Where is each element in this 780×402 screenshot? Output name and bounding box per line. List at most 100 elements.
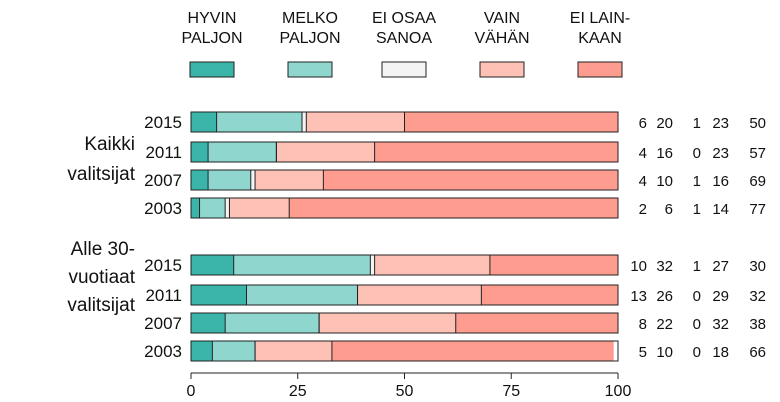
bar-segment (306, 112, 405, 132)
value-label: 32 (712, 316, 729, 333)
value-label: 23 (712, 145, 729, 162)
value-label: 4 (639, 173, 647, 190)
bar-segment (289, 198, 618, 218)
bar-segment (357, 285, 482, 305)
bar-outline (190, 169, 619, 191)
bar-segment (481, 285, 618, 305)
value-label: 26 (656, 288, 673, 305)
group-label: valitsijat (67, 295, 135, 316)
bar-segment (233, 255, 371, 275)
bar-segment (404, 112, 618, 132)
bar-segment (370, 255, 375, 275)
bar-segment (489, 255, 618, 275)
bar-segment (191, 198, 200, 218)
value-label: 29 (712, 288, 729, 305)
value-label: 16 (712, 173, 729, 190)
value-label: 1 (693, 201, 701, 218)
x-tick-label: 75 (502, 383, 520, 400)
x-tick-label: 0 (187, 383, 196, 400)
value-label: 0 (693, 145, 701, 162)
legend-label: VAIN (484, 10, 520, 27)
bar-segment (255, 341, 332, 361)
bar-outline (190, 284, 619, 306)
year-label: 2003 (144, 199, 182, 218)
legend-swatch (479, 61, 525, 78)
value-label: 50 (749, 115, 766, 132)
legend-label: EI LAIN- (570, 10, 630, 27)
bar-segment (319, 313, 456, 333)
legend-swatch (189, 61, 235, 78)
year-label: 2007 (144, 314, 182, 333)
value-label: 2 (639, 201, 647, 218)
value-label: 1 (693, 115, 701, 132)
value-label: 30 (749, 258, 766, 275)
legend-swatch (577, 61, 623, 78)
bar-segment (191, 285, 247, 305)
value-label: 32 (749, 288, 766, 305)
value-label: 0 (693, 344, 701, 361)
bar-segment (191, 313, 226, 333)
bar-segment (302, 112, 307, 132)
bar-segment (374, 142, 618, 162)
bar-segment (191, 170, 209, 190)
group-label: Alle 30- (71, 239, 135, 260)
value-label: 23 (712, 115, 729, 132)
value-label: 0 (693, 316, 701, 333)
bar-segment (255, 170, 324, 190)
value-label: 1 (693, 258, 701, 275)
bar-segment (225, 313, 320, 333)
bar-segment (250, 170, 256, 190)
value-label: 8 (639, 316, 647, 333)
bar-segment (323, 170, 618, 190)
group-label: vuotiaat (68, 267, 135, 288)
x-tick-label: 50 (396, 383, 414, 400)
bar-segment (246, 285, 358, 305)
bar-segment (276, 142, 375, 162)
legend-label: SANOA (376, 30, 432, 47)
value-label: 66 (749, 344, 766, 361)
value-label: 4 (639, 145, 647, 162)
value-label: 10 (630, 258, 647, 275)
bar-segment (374, 255, 490, 275)
legend-swatch (381, 61, 427, 78)
bar-segment (212, 341, 256, 361)
bar-outline (190, 312, 619, 334)
value-label: 1 (693, 173, 701, 190)
value-label: 38 (749, 316, 766, 333)
legend-label: KAAN (578, 30, 622, 47)
legend-label: EI OSAA (372, 10, 436, 27)
year-label: 2003 (144, 342, 182, 361)
bar-segment (455, 313, 618, 333)
bar-segment (191, 255, 234, 275)
value-label: 69 (749, 173, 766, 190)
year-label: 2011 (145, 286, 182, 305)
year-label: 2015 (144, 113, 182, 132)
value-label: 5 (639, 344, 647, 361)
bar-outline (190, 340, 619, 362)
value-label: 57 (749, 145, 766, 162)
value-label: 77 (749, 201, 766, 218)
bar-segment (331, 341, 614, 361)
bar-segment (225, 198, 230, 218)
legend-label: MELKO (282, 10, 338, 27)
value-label: 18 (712, 344, 729, 361)
legend-label: PALJON (181, 30, 242, 47)
bar-segment (191, 341, 213, 361)
value-label: 0 (693, 288, 701, 305)
legend-label: HYVIN (188, 10, 237, 27)
bar-segment (208, 142, 277, 162)
year-label: 2007 (144, 171, 182, 190)
group-label: Kaikki (84, 134, 135, 155)
bar-outline (190, 197, 619, 219)
legend-label: PALJON (279, 30, 340, 47)
value-label: 10 (656, 344, 673, 361)
legend-swatch (287, 61, 333, 78)
year-label: 2015 (144, 256, 182, 275)
value-label: 10 (656, 173, 673, 190)
bar-outline (190, 141, 619, 163)
bar-segment (208, 170, 251, 190)
value-label: 14 (712, 201, 729, 218)
bar-segment (199, 198, 226, 218)
legend-label: VÄHÄN (474, 29, 529, 47)
